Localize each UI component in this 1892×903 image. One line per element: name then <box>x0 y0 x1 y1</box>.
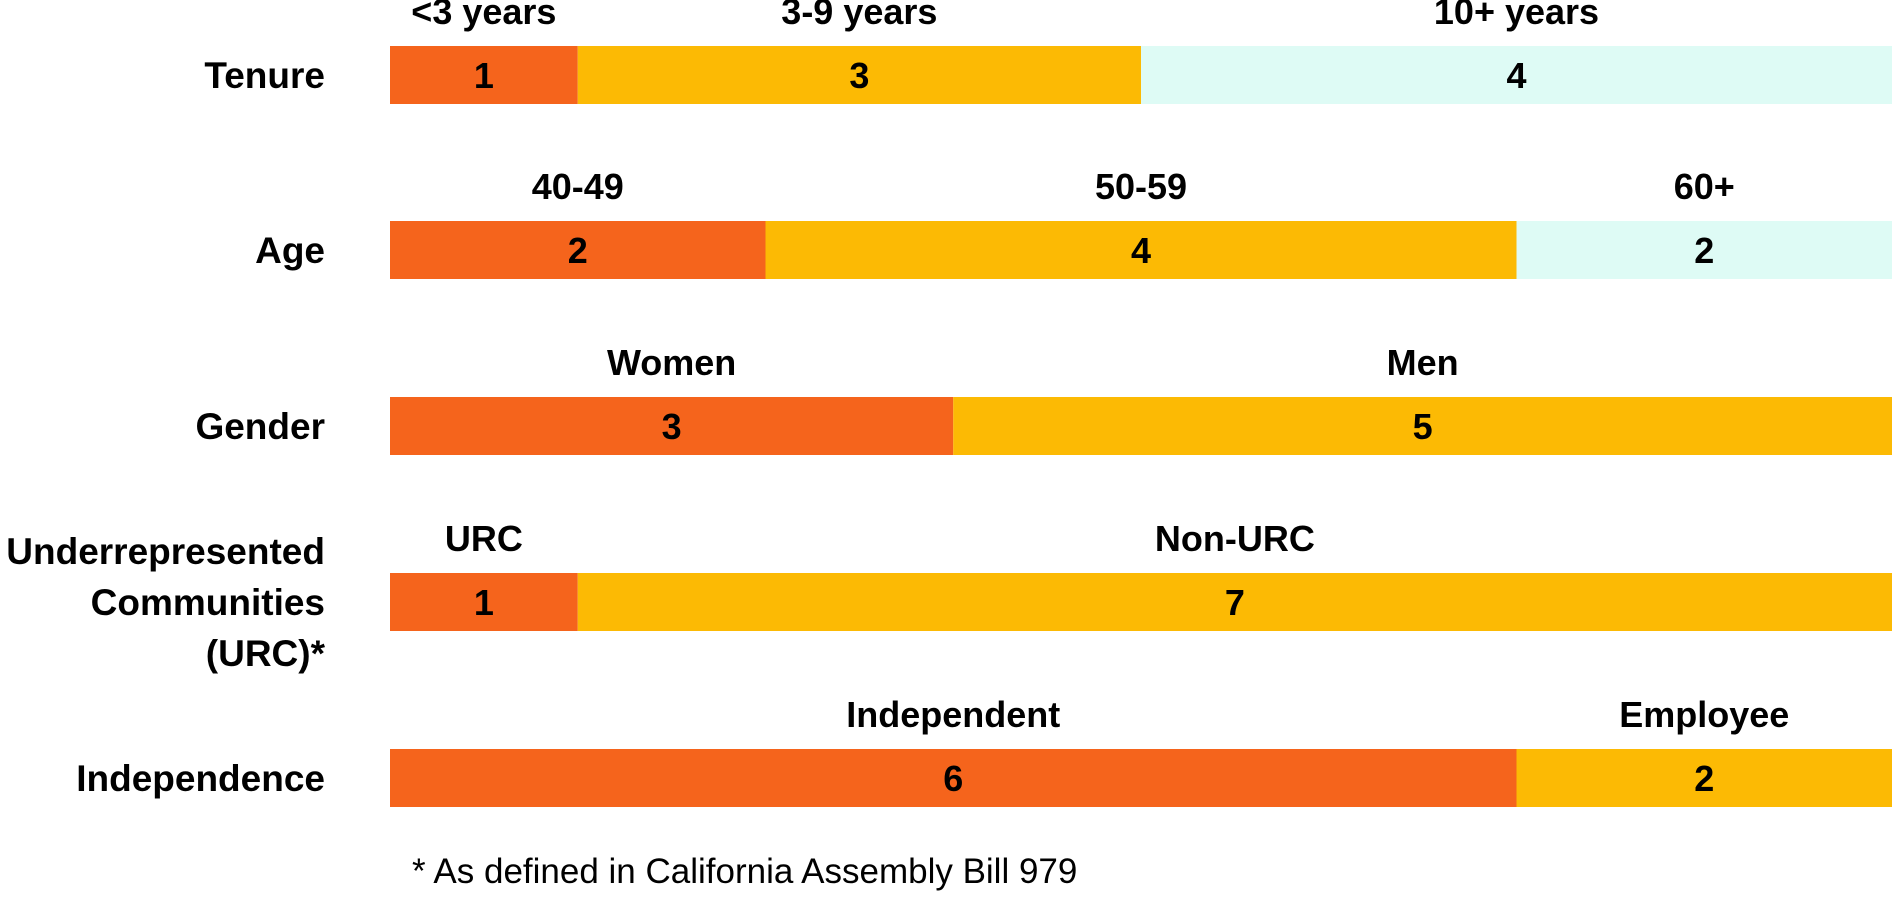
segment-value-10-years: 4 <box>1506 55 1526 96</box>
segment-label-employee: Employee <box>1619 694 1789 735</box>
bar-segment-10-years <box>1141 46 1892 104</box>
bar-row-tenure: Tenure <3 years 1 3-9 years 3 10+ years 4 <box>204 0 1892 104</box>
segment-value-50-59: 4 <box>1131 230 1151 271</box>
segment-label-3-years: <3 years <box>411 0 556 32</box>
bar-segment-urc <box>390 573 578 631</box>
segment-value-3-9-years: 3 <box>849 55 869 96</box>
segment-label-non-urc: Non-URC <box>1155 518 1315 559</box>
row-label: Independence <box>76 758 325 799</box>
row-label: Underrepresented Communities (URC)* <box>6 531 325 674</box>
bar-segment-3-years <box>390 46 578 104</box>
segment-label-women: Women <box>607 342 736 383</box>
segment-value-urc: 1 <box>474 582 494 623</box>
segment-label-40-49: 40-49 <box>532 166 624 207</box>
segment-value-men: 5 <box>1413 406 1433 447</box>
segment-label-3-9-years: 3-9 years <box>781 0 937 32</box>
footnote: * As defined in California Assembly Bill… <box>412 852 1078 891</box>
segment-value-women: 3 <box>662 406 682 447</box>
segment-label-10-years: 10+ years <box>1434 0 1599 32</box>
segment-value-employee: 2 <box>1694 758 1714 799</box>
bar-row-gender: Gender Women 3 Men 5 <box>195 342 1892 455</box>
segment-label-50-59: 50-59 <box>1095 166 1187 207</box>
bar-segment-3-9-years <box>577 46 1141 104</box>
bar-segment-40-49 <box>390 221 766 279</box>
segment-label-urc: URC <box>445 518 523 559</box>
row-label: Age <box>255 230 325 271</box>
bar-segment-women <box>390 397 954 455</box>
segment-value-40-49: 2 <box>568 230 588 271</box>
bar-row-independence: Independence Independent 6 Employee 2 <box>76 694 1892 807</box>
segment-label-60: 60+ <box>1674 166 1735 207</box>
bar-row-age: Age 40-49 2 50-59 4 60+ 2 <box>255 166 1892 279</box>
bar-segment-non-urc <box>577 573 1892 631</box>
bar-segment-60 <box>1516 221 1892 279</box>
segment-value-independent: 6 <box>943 758 963 799</box>
segment-value-3-years: 1 <box>474 55 494 96</box>
bar-segment-independent <box>390 749 1517 807</box>
bar-segment-50-59 <box>765 221 1517 279</box>
bar-row-underrepresented-communities-urc: Underrepresented Communities (URC)* URC 1 Non… <box>6 518 1892 674</box>
segment-label-men: Men <box>1387 342 1459 383</box>
bar-segment-employee <box>1516 749 1892 807</box>
segment-label-independent: Independent <box>846 694 1060 735</box>
segment-value-60: 2 <box>1694 230 1714 271</box>
row-label: Tenure <box>204 55 325 96</box>
segment-value-non-urc: 7 <box>1225 582 1245 623</box>
bar-segment-men <box>953 397 1892 455</box>
row-label: Gender <box>195 406 325 447</box>
